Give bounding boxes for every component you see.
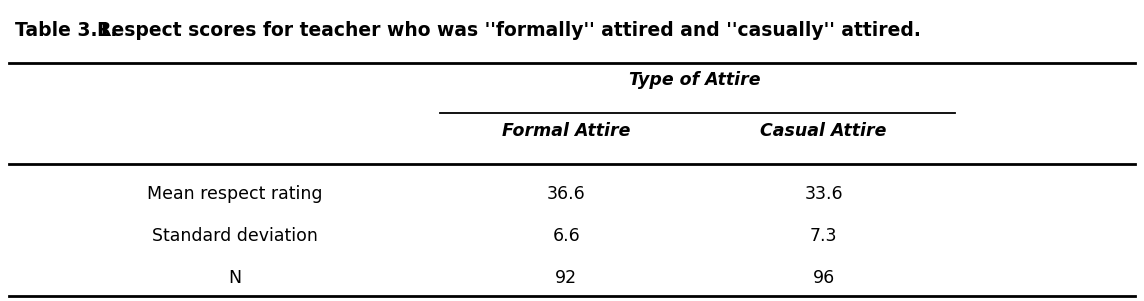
Text: 92: 92 xyxy=(555,269,578,287)
Text: 7.3: 7.3 xyxy=(810,227,837,245)
Text: Respect scores for teacher who was ''formally'' attired and ''casually'' attired: Respect scores for teacher who was ''for… xyxy=(97,20,921,40)
Text: Mean respect rating: Mean respect rating xyxy=(146,185,323,203)
Text: Formal Attire: Formal Attire xyxy=(502,122,630,140)
Text: Type of Attire: Type of Attire xyxy=(629,71,760,89)
Text: Standard deviation: Standard deviation xyxy=(152,227,317,245)
Text: Table 3.1.: Table 3.1. xyxy=(15,20,117,40)
Text: 96: 96 xyxy=(812,269,835,287)
Text: Casual Attire: Casual Attire xyxy=(761,122,887,140)
Text: 36.6: 36.6 xyxy=(547,185,586,203)
Text: 33.6: 33.6 xyxy=(804,185,843,203)
Text: N: N xyxy=(228,269,241,287)
Text: 6.6: 6.6 xyxy=(553,227,580,245)
